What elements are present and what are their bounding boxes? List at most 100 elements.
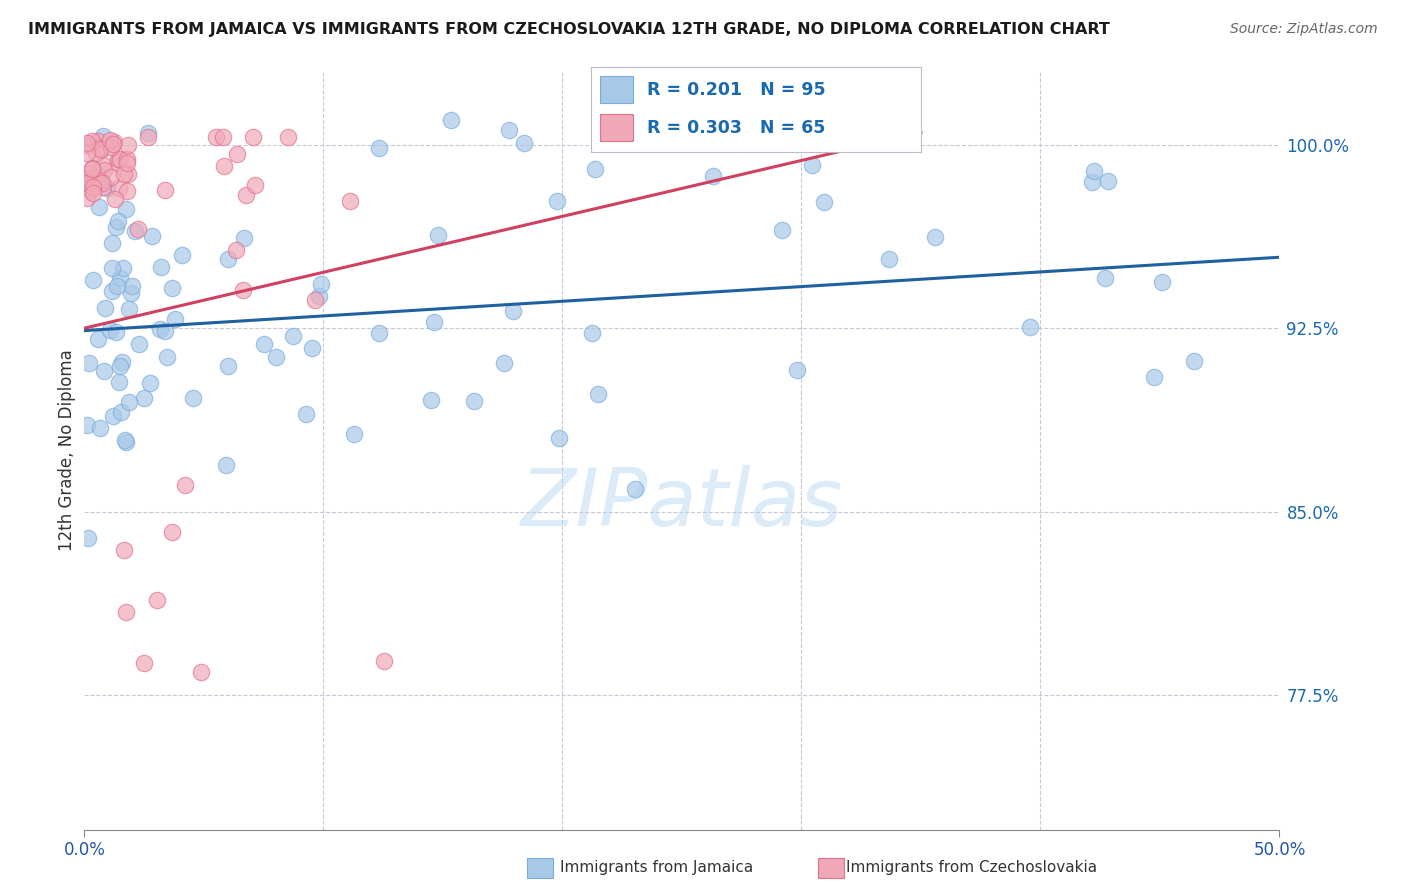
Point xyxy=(115,202,138,216)
Point xyxy=(98,133,121,147)
Point xyxy=(100,261,122,276)
Point xyxy=(84,166,107,180)
Point xyxy=(77,531,100,545)
Point xyxy=(174,477,197,491)
Point xyxy=(105,278,128,293)
Point xyxy=(924,230,946,244)
Point xyxy=(103,135,125,149)
Point xyxy=(108,375,131,389)
Point xyxy=(80,183,103,197)
Point xyxy=(150,260,173,275)
Point xyxy=(160,281,183,295)
Point xyxy=(581,326,603,341)
Point xyxy=(89,142,111,156)
Point xyxy=(583,161,606,176)
Point xyxy=(225,146,247,161)
Point xyxy=(76,145,98,160)
Point xyxy=(1083,163,1105,178)
Point xyxy=(308,289,330,303)
Point xyxy=(76,418,98,433)
Point xyxy=(91,157,114,171)
Point xyxy=(419,393,441,408)
Point xyxy=(82,161,104,176)
Point xyxy=(163,312,186,326)
Point xyxy=(76,191,98,205)
Point xyxy=(110,359,132,373)
Text: Immigrants from Czechoslovakia: Immigrants from Czechoslovakia xyxy=(846,860,1098,874)
Point xyxy=(87,134,110,148)
Point xyxy=(343,427,366,442)
Point xyxy=(190,665,212,680)
Point xyxy=(84,145,107,160)
Point xyxy=(82,180,104,194)
Point xyxy=(101,236,124,251)
Point xyxy=(546,194,568,208)
Point xyxy=(132,656,155,670)
Point xyxy=(440,113,463,128)
Point xyxy=(134,391,156,405)
Point xyxy=(77,356,100,370)
Point xyxy=(1018,319,1040,334)
Point xyxy=(80,134,103,148)
Point xyxy=(153,183,176,197)
Point xyxy=(502,303,524,318)
Point xyxy=(786,362,808,376)
Point xyxy=(105,220,128,235)
Point xyxy=(112,261,135,276)
Point xyxy=(217,252,239,267)
Point xyxy=(215,458,238,472)
Point xyxy=(181,391,204,405)
Point xyxy=(1094,270,1116,285)
Point xyxy=(149,322,172,336)
Point xyxy=(422,315,444,329)
Point xyxy=(252,337,274,351)
Point xyxy=(1081,175,1104,189)
Point xyxy=(117,394,139,409)
Text: Immigrants from Jamaica: Immigrants from Jamaica xyxy=(560,860,752,874)
Point xyxy=(301,341,323,355)
Point xyxy=(548,431,571,445)
Text: R = 0.201   N = 95: R = 0.201 N = 95 xyxy=(647,81,825,99)
Bar xyxy=(600,76,634,103)
Point xyxy=(77,175,100,189)
Point xyxy=(104,192,127,206)
Point xyxy=(856,125,879,139)
Y-axis label: 12th Grade, No Diploma: 12th Grade, No Diploma xyxy=(58,350,76,551)
Point xyxy=(89,140,111,154)
Point xyxy=(225,243,247,257)
Point xyxy=(108,180,131,194)
Point xyxy=(93,163,115,178)
Point xyxy=(170,248,193,262)
Point xyxy=(494,356,516,370)
Point xyxy=(1182,354,1205,368)
Point xyxy=(373,654,395,668)
Point xyxy=(110,405,132,419)
Point xyxy=(87,201,110,215)
Point xyxy=(367,141,389,155)
Point xyxy=(76,137,98,152)
Point xyxy=(111,355,134,369)
Point xyxy=(117,184,139,198)
Text: IMMIGRANTS FROM JAMAICA VS IMMIGRANTS FROM CZECHOSLOVAKIA 12TH GRADE, NO DIPLOMA: IMMIGRANTS FROM JAMAICA VS IMMIGRANTS FR… xyxy=(28,22,1109,37)
Point xyxy=(100,324,122,338)
Point xyxy=(1150,275,1173,289)
Point xyxy=(100,169,122,184)
Point xyxy=(100,140,122,154)
Point xyxy=(110,270,132,285)
Bar xyxy=(600,114,634,142)
Point xyxy=(498,122,520,136)
Point xyxy=(136,130,159,145)
Point xyxy=(89,421,111,435)
Point xyxy=(463,394,485,409)
Point xyxy=(138,126,160,140)
Point xyxy=(813,194,835,209)
Point xyxy=(311,277,333,292)
Point xyxy=(117,301,139,316)
Point xyxy=(117,167,139,181)
Point xyxy=(139,376,162,390)
Point xyxy=(264,350,287,364)
Point xyxy=(145,593,167,607)
Point xyxy=(79,168,101,182)
Text: R = 0.303   N = 65: R = 0.303 N = 65 xyxy=(647,119,825,136)
Point xyxy=(128,336,150,351)
